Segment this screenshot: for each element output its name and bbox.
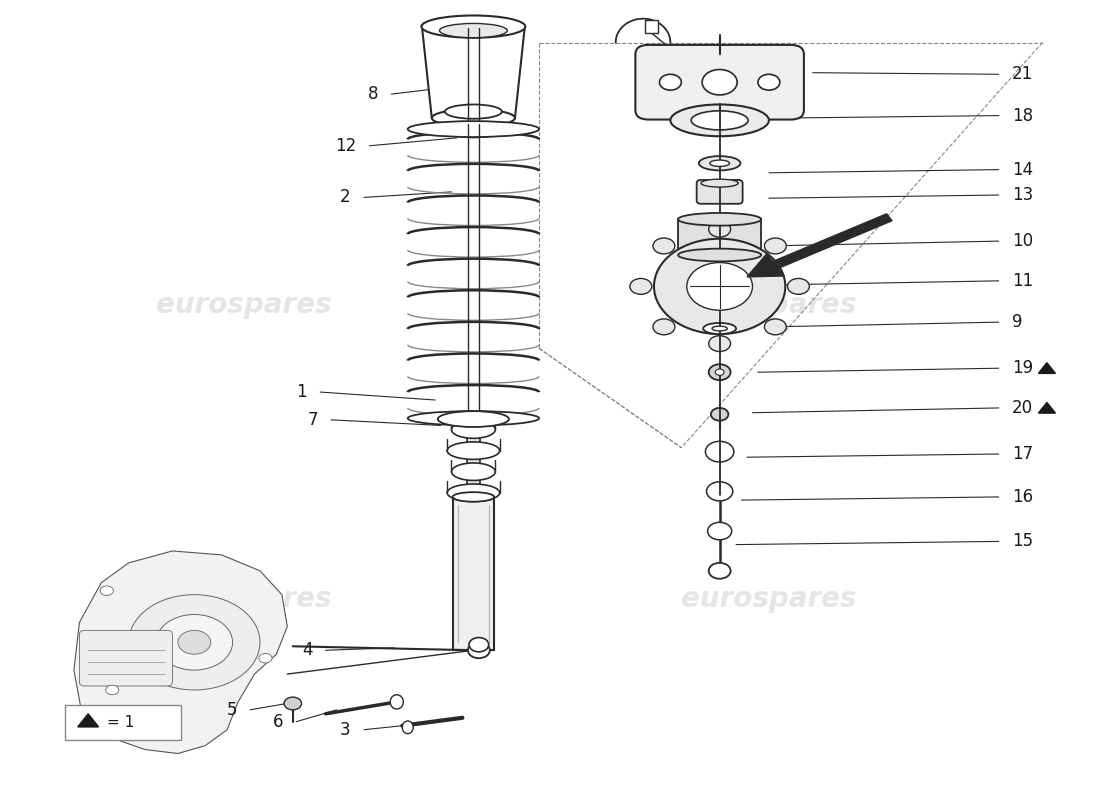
Circle shape — [708, 364, 730, 380]
Text: eurospares: eurospares — [681, 585, 857, 613]
Circle shape — [258, 654, 272, 663]
Ellipse shape — [712, 326, 727, 331]
Circle shape — [653, 238, 675, 254]
Circle shape — [706, 482, 733, 501]
Text: 19: 19 — [1012, 359, 1033, 378]
FancyBboxPatch shape — [65, 705, 182, 740]
Circle shape — [630, 278, 652, 294]
Circle shape — [686, 262, 752, 310]
Ellipse shape — [698, 156, 740, 170]
Ellipse shape — [703, 323, 736, 334]
Circle shape — [708, 563, 730, 578]
Polygon shape — [444, 112, 502, 131]
Text: 6: 6 — [273, 713, 283, 730]
Polygon shape — [422, 26, 525, 118]
FancyBboxPatch shape — [696, 180, 742, 204]
Circle shape — [708, 336, 730, 351]
Text: 4: 4 — [302, 642, 312, 659]
Text: 11: 11 — [1012, 272, 1033, 290]
Ellipse shape — [444, 105, 502, 118]
Ellipse shape — [408, 411, 539, 426]
Ellipse shape — [447, 484, 499, 502]
Text: 12: 12 — [336, 137, 356, 154]
Ellipse shape — [451, 463, 495, 481]
FancyArrow shape — [747, 214, 892, 277]
Text: 1: 1 — [296, 383, 307, 401]
Circle shape — [284, 697, 301, 710]
Circle shape — [705, 442, 734, 462]
Polygon shape — [74, 551, 287, 754]
Text: 10: 10 — [1012, 232, 1033, 250]
Circle shape — [707, 522, 732, 540]
Ellipse shape — [451, 421, 495, 438]
Text: 9: 9 — [1012, 313, 1022, 331]
Circle shape — [708, 222, 730, 237]
Ellipse shape — [449, 126, 497, 138]
Circle shape — [469, 638, 488, 652]
Text: 14: 14 — [1012, 161, 1033, 178]
Text: 16: 16 — [1012, 488, 1033, 506]
Text: eurospares: eurospares — [156, 585, 331, 613]
Ellipse shape — [670, 105, 769, 136]
Circle shape — [95, 721, 108, 730]
Ellipse shape — [710, 160, 729, 166]
Text: 7: 7 — [308, 411, 318, 429]
Ellipse shape — [701, 179, 738, 187]
Ellipse shape — [452, 492, 494, 502]
Ellipse shape — [447, 442, 499, 459]
Ellipse shape — [408, 121, 539, 137]
Circle shape — [715, 369, 724, 375]
Circle shape — [468, 642, 490, 658]
Text: 3: 3 — [340, 721, 351, 738]
Text: eurospares: eurospares — [681, 290, 857, 318]
Bar — [466, 412, 480, 503]
Text: 13: 13 — [1012, 186, 1033, 204]
Text: 17: 17 — [1012, 445, 1033, 463]
Circle shape — [654, 238, 785, 334]
Circle shape — [711, 408, 728, 421]
FancyBboxPatch shape — [636, 45, 804, 119]
Text: eurospares: eurospares — [156, 290, 331, 318]
Circle shape — [178, 630, 211, 654]
Circle shape — [764, 319, 786, 334]
Bar — [452, 497, 494, 650]
Circle shape — [788, 278, 810, 294]
Circle shape — [764, 238, 786, 254]
Text: 21: 21 — [1012, 66, 1033, 83]
Circle shape — [100, 586, 113, 595]
Circle shape — [702, 70, 737, 95]
Text: 8: 8 — [367, 85, 378, 103]
Circle shape — [659, 74, 681, 90]
Ellipse shape — [390, 694, 404, 709]
Ellipse shape — [678, 249, 761, 262]
Circle shape — [129, 594, 260, 690]
Circle shape — [106, 686, 119, 694]
Ellipse shape — [440, 23, 507, 38]
Text: 2: 2 — [340, 189, 351, 206]
Text: 18: 18 — [1012, 106, 1033, 125]
Bar — [678, 219, 761, 255]
Text: 20: 20 — [1012, 399, 1033, 417]
Text: = 1: = 1 — [107, 715, 134, 730]
Text: 15: 15 — [1012, 533, 1033, 550]
Text: 5: 5 — [227, 701, 236, 719]
Ellipse shape — [691, 111, 748, 130]
Ellipse shape — [421, 15, 526, 38]
Circle shape — [758, 74, 780, 90]
Ellipse shape — [438, 411, 509, 427]
Ellipse shape — [403, 721, 414, 734]
FancyBboxPatch shape — [79, 630, 173, 686]
Circle shape — [156, 614, 232, 670]
Circle shape — [653, 319, 675, 334]
Ellipse shape — [678, 213, 761, 226]
Bar — [646, 20, 658, 33]
Ellipse shape — [432, 110, 515, 126]
